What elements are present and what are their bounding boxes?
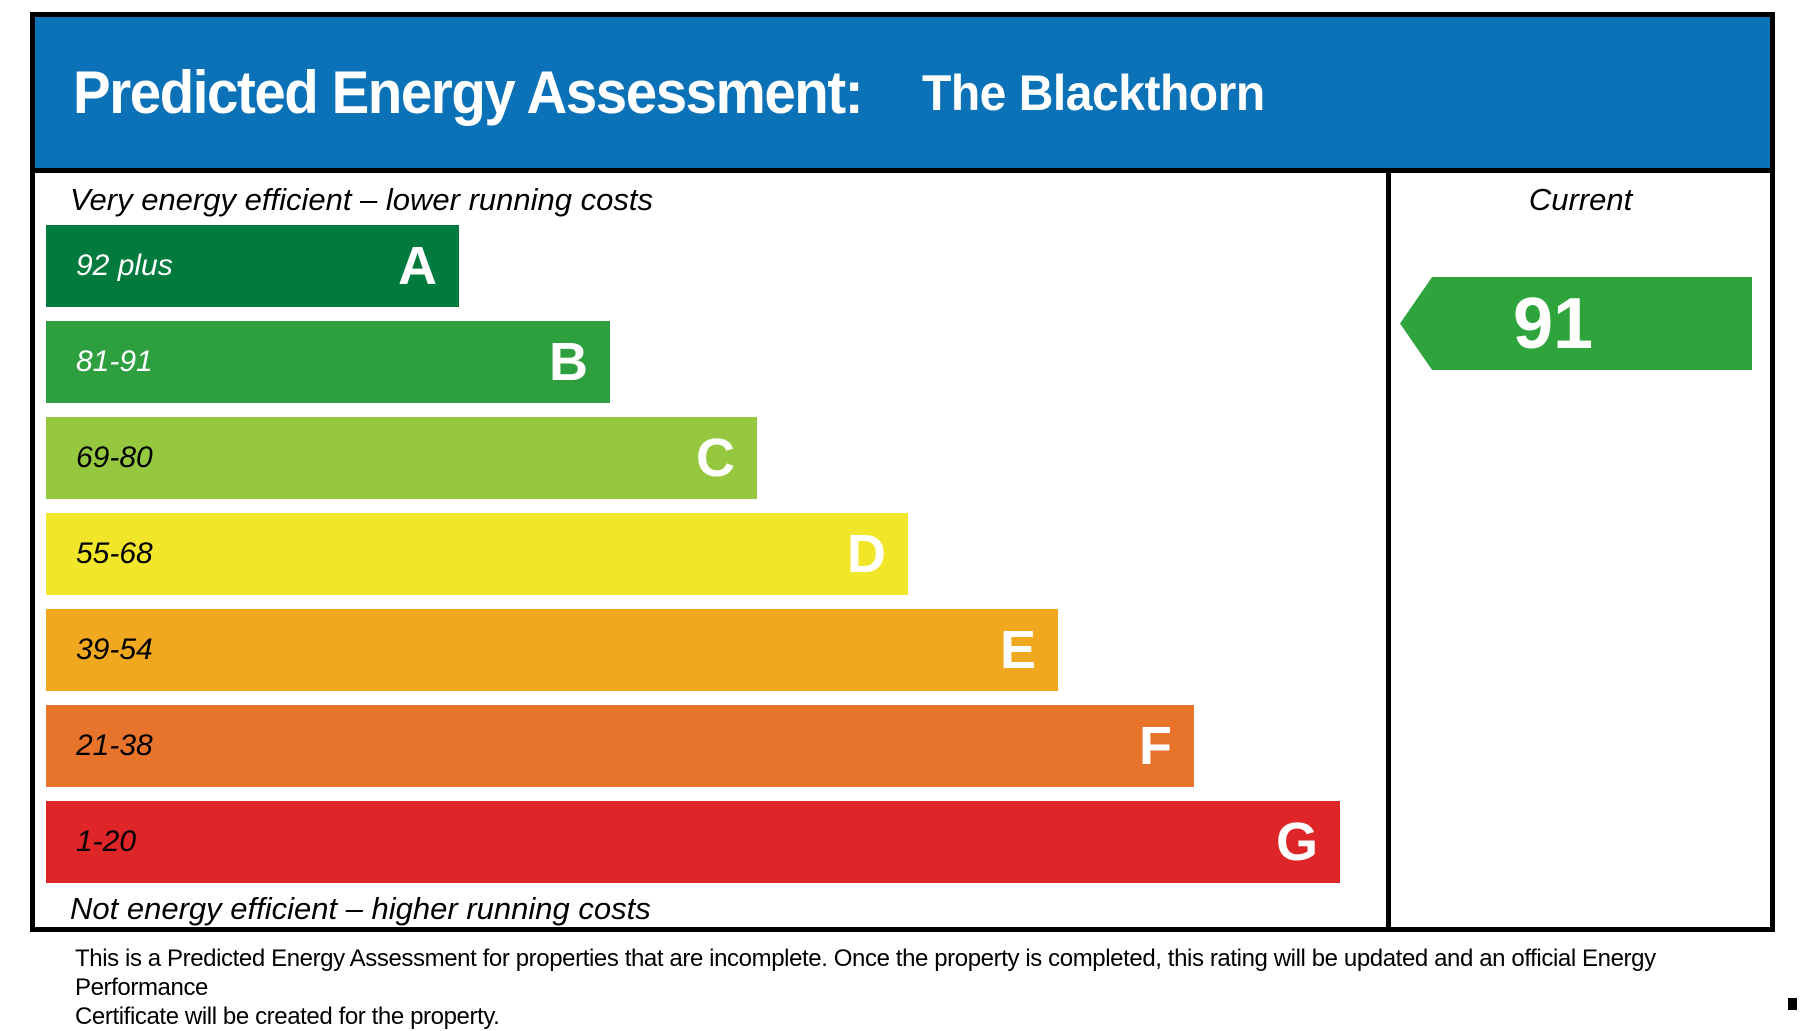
- certificate: Predicted Energy Assessment: The Blackth…: [30, 12, 1775, 932]
- page-title: Predicted Energy Assessment:: [73, 59, 864, 126]
- efficiency-note-bottom: Not energy efficient – higher running co…: [70, 891, 651, 926]
- band-letter: A: [398, 236, 437, 296]
- band-row-d: 55-68 D: [46, 513, 908, 595]
- band-range-label: 81-91: [76, 345, 153, 378]
- rating-chart-column: Very energy efficient – lower running co…: [35, 173, 1391, 927]
- band-row-g: 1-20 G: [46, 801, 1340, 883]
- certificate-body: Very energy efficient – lower running co…: [35, 173, 1770, 927]
- footer-note-line2: Certificate will be created for the prop…: [75, 1003, 500, 1030]
- band-letter: D: [847, 524, 886, 584]
- bands-list: 92 plus A 81-91 B 69-80 C 55-68 D 39-54 …: [46, 225, 1386, 883]
- current-column: Current 91: [1391, 173, 1770, 927]
- band-range-label: 69-80: [76, 441, 153, 474]
- band-row-a: 92 plus A: [46, 225, 459, 307]
- footer-note-line1: This is a Predicted Energy Assessment fo…: [75, 945, 1656, 1001]
- band-range-label: 92 plus: [76, 249, 173, 282]
- band-letter: B: [549, 332, 588, 392]
- footer-note: This is a Predicted Energy Assessment fo…: [75, 944, 1775, 1031]
- band-row-e: 39-54 E: [46, 609, 1058, 691]
- corner-mark: [1788, 998, 1797, 1010]
- efficiency-note-top: Very energy efficient – lower running co…: [70, 182, 653, 217]
- band-range-label: 1-20: [76, 825, 137, 858]
- band-range-label: 39-54: [76, 633, 153, 666]
- band-letter: F: [1139, 716, 1172, 776]
- band-range-label: 21-38: [76, 729, 153, 762]
- certificate-header: Predicted Energy Assessment: The Blackth…: [35, 17, 1770, 173]
- current-rating-arrow: 91: [1400, 277, 1752, 370]
- band-row-c: 69-80 C: [46, 417, 757, 499]
- band-row-f: 21-38 F: [46, 705, 1194, 787]
- current-rating-value: 91: [1512, 283, 1594, 364]
- band-letter: C: [696, 428, 735, 488]
- current-column-header: Current: [1528, 182, 1633, 217]
- property-name: The Blackthorn: [922, 64, 1266, 121]
- band-letter: E: [999, 620, 1036, 680]
- band-range-label: 55-68: [76, 537, 153, 570]
- band-row-b: 81-91 B: [46, 321, 610, 403]
- band-letter: G: [1275, 812, 1318, 872]
